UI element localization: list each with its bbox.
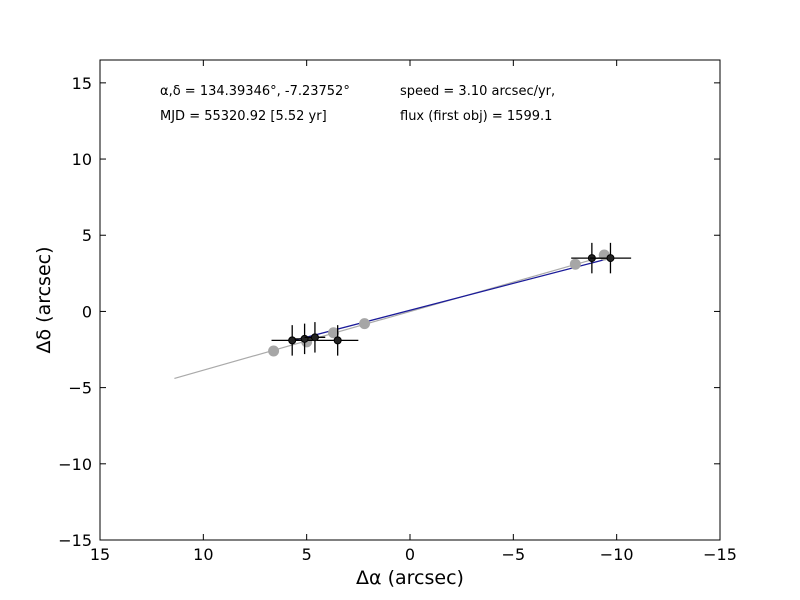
y-axis-label: Δδ (arcsec) [33, 246, 55, 353]
fit-line-blue [294, 257, 611, 342]
y-tick-label: −5 [68, 379, 92, 398]
x-tick-label: −10 [600, 545, 634, 564]
x-tick-label: 5 [302, 545, 312, 564]
x-tick-label: 10 [193, 545, 213, 564]
annotation-flux: flux (first obj) = 1599.1 [400, 109, 552, 124]
y-tick-label: 10 [72, 150, 92, 169]
x-axis-label: Δα (arcsec) [356, 567, 464, 589]
x-tick-label: 15 [90, 545, 110, 564]
detection-point [300, 334, 309, 343]
detection-point [310, 333, 319, 342]
plot-area [100, 60, 720, 540]
predicted-point [328, 327, 340, 339]
predicted-point [268, 345, 280, 357]
y-tick-label: 5 [82, 226, 92, 245]
x-tick-label: 0 [405, 545, 415, 564]
annotation-coords: α,δ = 134.39346°, -7.23752° [160, 84, 350, 99]
fit-line-gray [174, 254, 609, 380]
x-tick-label: −15 [703, 545, 737, 564]
annotation-speed: speed = 3.10 arcsec/yr, [400, 84, 555, 99]
x-tick-label: −5 [502, 545, 526, 564]
y-tick-label: −10 [58, 455, 92, 474]
y-tick-label: 15 [72, 74, 92, 93]
detection-point [288, 336, 297, 345]
y-tick-label: 0 [82, 302, 92, 321]
predicted-point [569, 258, 581, 270]
predicted-point [359, 318, 371, 330]
annotation-mjd: MJD = 55320.92 [5.52 yr] [160, 109, 327, 124]
y-tick-label: −15 [58, 531, 92, 550]
detection-point [606, 254, 615, 263]
series-layer [174, 242, 632, 380]
detection-point [333, 336, 342, 345]
